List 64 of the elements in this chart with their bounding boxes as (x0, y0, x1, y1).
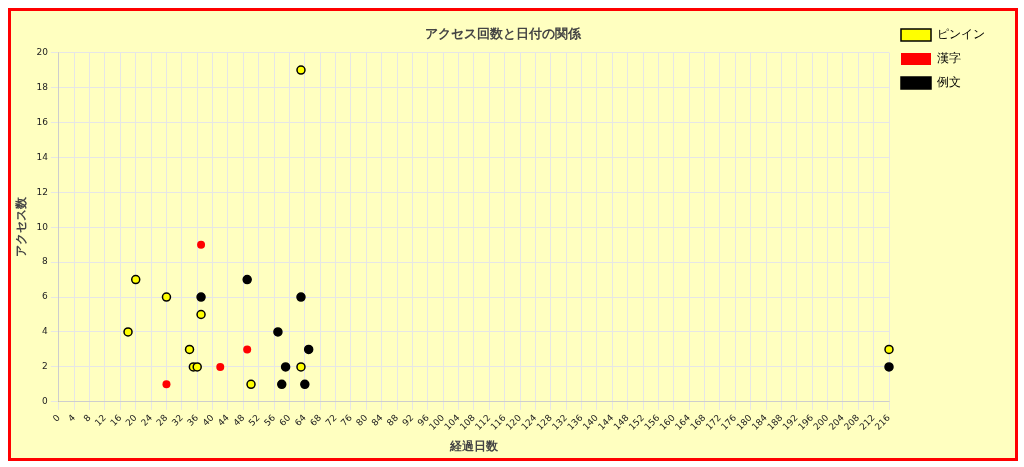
point (246, 379, 256, 390)
y-tick-label: 12 (36, 186, 48, 197)
point (196, 309, 206, 320)
x-tick-label: 36 (185, 412, 201, 428)
x-tick-label: 68 (308, 412, 324, 428)
x-tick-label: 16 (108, 412, 124, 428)
y-axis-title: アクセス数 (14, 196, 29, 258)
point (242, 274, 252, 285)
y-tick-label: 18 (36, 81, 49, 92)
point (216, 362, 225, 371)
legend-label: 漢字 (937, 51, 961, 66)
x-tick-label: 12 (92, 412, 109, 428)
x-tick-label: 72 (323, 412, 339, 428)
x-tick-label: 64 (292, 412, 309, 428)
point (130, 274, 141, 285)
legend-label: 例文 (937, 75, 961, 90)
y-tick-label: 2 (42, 361, 48, 372)
x-axis-title: 経過日数 (448, 438, 499, 453)
point (300, 379, 310, 390)
x-tick-label: 28 (154, 412, 170, 428)
x-tick-label: 20 (123, 412, 139, 428)
x-tick-label: 32 (169, 412, 185, 428)
x-tick-label: 92 (400, 412, 416, 428)
point (296, 292, 306, 302)
x-tick-label: 56 (261, 412, 278, 428)
point (296, 65, 306, 75)
point (197, 240, 206, 249)
point (884, 362, 894, 372)
x-tick-label: 40 (200, 412, 216, 428)
legend-label: ピンイン (937, 27, 985, 42)
y-tick-label: 4 (42, 326, 49, 337)
point (303, 344, 314, 355)
x-tick-label: 44 (215, 412, 232, 428)
x-tick-label: 84 (369, 412, 385, 428)
x-tick-label: 80 (354, 412, 370, 428)
point (192, 362, 202, 372)
x-tick-label: 0 (50, 412, 63, 424)
x-tick-label: 24 (138, 412, 155, 428)
point (196, 292, 206, 302)
y-tick-label: 0 (42, 396, 49, 407)
x-tick-label: 4 (66, 412, 78, 424)
y-tick-label: 16 (36, 116, 49, 127)
point (161, 292, 172, 302)
y-tick-label: 6 (42, 291, 49, 302)
point (243, 345, 252, 354)
point (162, 380, 171, 389)
point (884, 344, 894, 355)
y-tick-label: 8 (42, 256, 49, 267)
x-tick-label: 76 (338, 412, 355, 428)
point (273, 327, 283, 337)
x-tick-label: 8 (81, 412, 93, 424)
point (280, 362, 291, 372)
x-tick-label: 88 (384, 412, 401, 428)
chart-title: アクセス回数と日付の関係 (425, 26, 582, 42)
point (296, 362, 306, 372)
x-tick-label: 60 (277, 412, 293, 428)
x-tick-label: 48 (231, 412, 247, 428)
point (277, 379, 287, 390)
y-tick-label: 10 (36, 221, 49, 232)
x-tick-label: 52 (246, 412, 262, 428)
point (184, 344, 195, 355)
point (123, 327, 133, 337)
y-tick-label: 14 (36, 151, 49, 162)
y-tick-label: 20 (36, 46, 49, 57)
